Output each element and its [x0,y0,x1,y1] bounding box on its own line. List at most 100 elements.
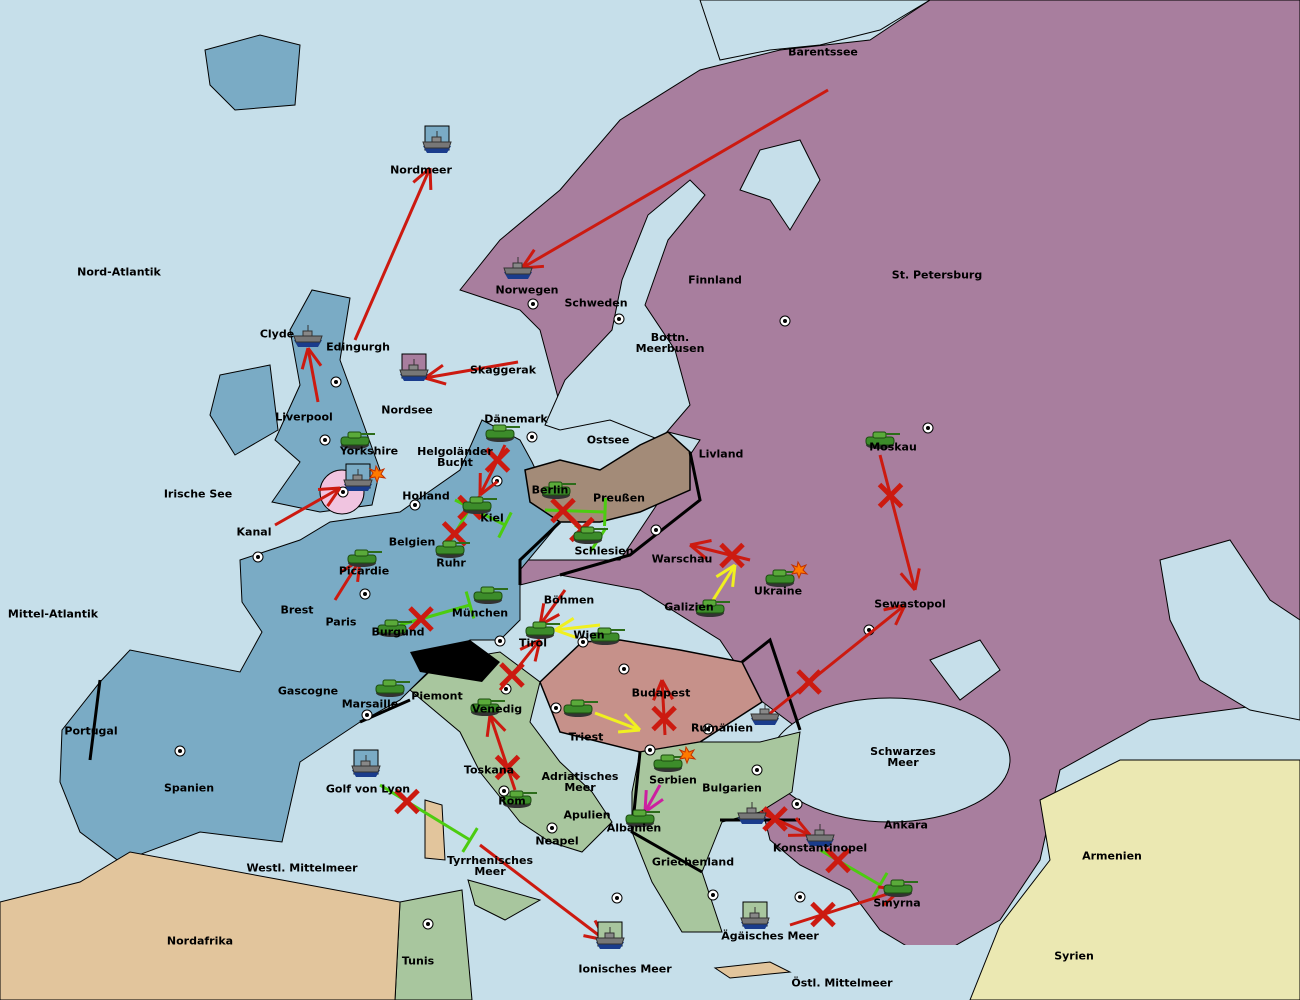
region-corsica-sardinia[interactable] [424,799,446,861]
army-tank-icon[interactable] [765,560,809,587]
supply-center-icon [319,434,331,446]
region-iceland[interactable] [204,34,301,111]
order-support-arrow [379,783,479,853]
army-tank-icon[interactable] [462,496,497,514]
supply-center-icon [527,298,539,310]
failed-order-cross-icon [394,788,420,815]
army-tank-icon[interactable] [883,879,918,897]
supply-center-icon [779,315,791,327]
order-move-arrow [538,589,567,627]
army-tank-icon[interactable] [502,790,537,808]
order-move-arrow [877,454,921,591]
fleet-ship-icon[interactable] [399,353,429,381]
region-balkans[interactable] [631,731,801,933]
region-russia-scandinavia[interactable] [459,0,1300,961]
army-tank-icon[interactable] [590,627,625,645]
army-tank-icon[interactable] [340,431,375,449]
army-tank-icon[interactable] [473,586,508,604]
supply-center-icon [252,551,264,563]
supply-center-icon [613,313,625,325]
supply-center-icon [644,744,656,756]
sea-black[interactable] [769,697,1011,823]
failed-order-cross-icon [550,497,576,524]
sea-ostl-mittelmeer[interactable] [690,945,990,1000]
army-tank-icon[interactable] [865,431,900,449]
fleet-ship-icon[interactable] [595,921,625,949]
supply-center-icon [494,635,506,647]
region-ireland[interactable] [209,364,279,456]
failed-order-cross-icon [810,901,836,928]
order-support-arrow [819,847,889,898]
region-sicily[interactable] [467,879,542,921]
order-move-arrow [498,638,542,691]
failed-order-cross-icon [651,705,677,732]
army-tank-icon[interactable] [435,540,470,558]
army-tank-icon[interactable] [485,424,520,442]
supply-center-icon [330,376,342,388]
fleet-ship-icon[interactable] [740,901,770,929]
failed-order-cross-icon [762,806,788,832]
fleet-ship-icon[interactable] [343,463,387,491]
supply-center-icon [922,422,934,434]
supply-center-icon [174,745,186,757]
sea-barents[interactable] [699,0,931,61]
failed-order-cross-icon [499,662,525,688]
sea-azov[interactable] [929,639,1001,701]
fleet-ship-icon[interactable] [351,749,381,777]
order-retreat-arrow [643,784,664,814]
region-tunis[interactable] [394,889,473,1000]
order-move-arrow [478,444,511,497]
fleet-ship-icon[interactable] [737,802,767,824]
failed-order-cross-icon [796,669,822,695]
region-crete[interactable] [713,961,792,979]
explosion-icon [790,560,809,580]
army-tank-icon[interactable] [563,699,598,717]
sea-baltic[interactable] [544,179,706,441]
supply-center-icon [650,524,662,536]
supply-center-icon [611,892,623,904]
army-tank-icon[interactable] [375,679,410,697]
supply-center-icon [359,588,371,600]
order-move-arrow [689,539,751,569]
army-tank-icon[interactable] [625,809,660,827]
order-convoy-arrow [594,711,642,734]
army-tank-icon[interactable] [653,745,697,772]
army-tank-icon[interactable] [470,698,505,716]
order-move-arrow [424,360,519,386]
order-support-arrow [544,497,607,527]
region-austria[interactable] [539,639,763,753]
supply-center-icon [526,431,538,443]
supply-center-icon [794,891,806,903]
supply-center-icon [498,785,510,797]
failed-order-cross-icon [408,606,434,632]
region-italy[interactable] [409,651,613,853]
fleet-ship-icon[interactable] [750,703,780,725]
fleet-ship-icon[interactable] [805,824,835,846]
supply-center-icon [550,702,562,714]
order-move-arrow [651,679,677,736]
region-armenien-syrien[interactable] [969,759,1300,1000]
fleet-ship-icon[interactable] [293,325,323,347]
army-tank-icon[interactable] [347,549,382,567]
region-switzerland[interactable] [410,640,500,682]
order-convoy-arrow [554,617,601,639]
supply-center-icon [751,764,763,776]
army-tank-icon[interactable] [695,599,730,617]
army-tank-icon[interactable] [541,481,576,499]
army-tank-icon[interactable] [377,619,412,637]
sea-white[interactable] [739,139,821,231]
region-nordafrika[interactable] [0,851,401,1000]
fleet-ship-icon[interactable] [422,125,452,153]
supply-center-icon [577,636,589,648]
supply-center-icon [409,499,421,511]
fleet-ship-icon[interactable] [503,257,533,279]
order-move-arrow [274,486,342,527]
army-tank-icon[interactable] [573,526,608,544]
order-convoy-arrow [708,563,737,606]
sea-caspian[interactable] [1159,539,1300,721]
supply-center-icon [791,798,803,810]
order-move-arrow [353,166,433,341]
army-tank-icon[interactable] [525,621,560,639]
